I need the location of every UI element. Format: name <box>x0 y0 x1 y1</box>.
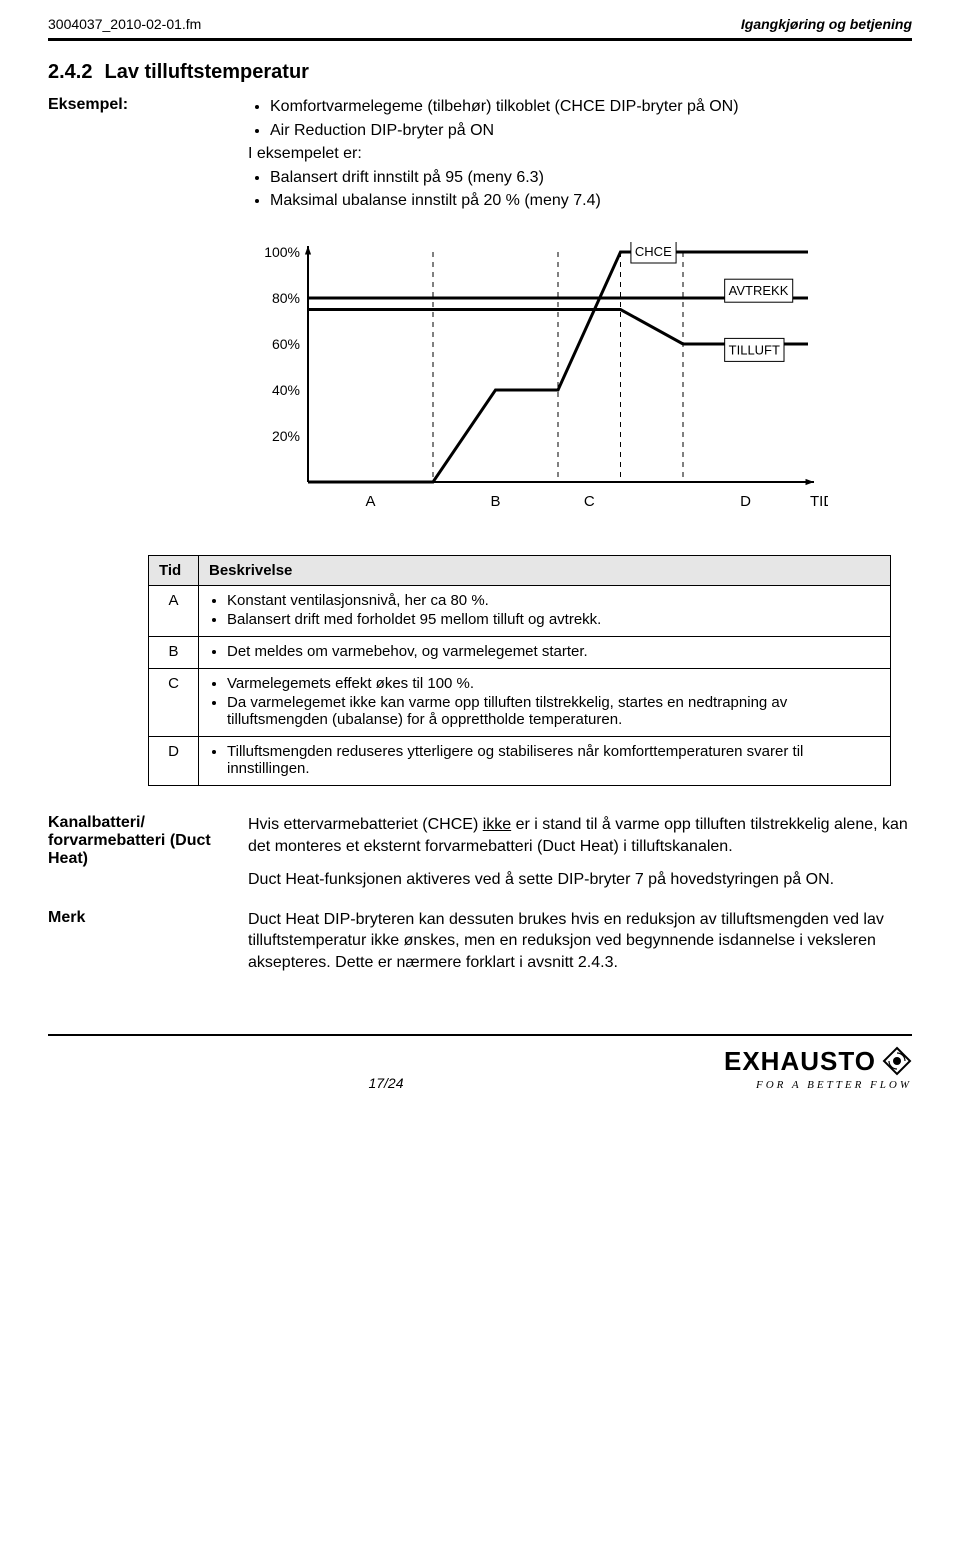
kanal-p1a: Hvis ettervarmebatteriet (CHCE) <box>248 816 483 833</box>
svg-text:C: C <box>584 493 595 510</box>
row-desc-list: Tilluftsmengden reduseres ytterligere og… <box>209 743 880 777</box>
svg-text:80%: 80% <box>272 290 300 306</box>
svg-text:TILLUFT: TILLUFT <box>729 342 780 357</box>
row-desc-item: Da varmelegemet ikke kan varme opp tillu… <box>227 694 880 728</box>
row-id-cell: C <box>149 668 199 736</box>
example-item: Maksimal ubalanse innstilt på 20 % (meny… <box>270 190 912 212</box>
chce-chart: 100% 80% 60% 40% 20% A B C D TID CHCE AVTREKK TILLUF… <box>248 242 828 522</box>
example-content: Komfortvarmelegeme (tilbehør) tilkoblet … <box>248 96 912 214</box>
brand-block: EXHAUSTO FOR A BETTER FLOW <box>724 1046 912 1091</box>
svg-text:TID: TID <box>810 493 828 510</box>
row-desc-item: Tilluftsmengden reduseres ytterligere og… <box>227 743 880 777</box>
row-desc-item: Balansert drift med forholdet 95 mellom … <box>227 611 880 628</box>
table-row: C Varmelegemets effekt økes til 100 %. Da … <box>149 668 891 736</box>
section-number: 2.4.2 <box>48 61 92 84</box>
svg-text:20%: 20% <box>272 428 300 444</box>
svg-text:100%: 100% <box>264 244 300 260</box>
row-desc-cell: Varmelegemets effekt økes til 100 %. Da v… <box>199 668 891 736</box>
row-desc-list: Det meldes om varmebehov, og varmelegeme… <box>209 643 880 660</box>
example-label: Eksempel: <box>48 96 228 214</box>
row-id-cell: D <box>149 736 199 785</box>
table-row: D Tilluftsmengden reduseres ytterligere o… <box>149 736 891 785</box>
row-desc-list: Varmelegemets effekt økes til 100 %. Da v… <box>209 675 880 728</box>
col-header-desc: Beskrivelse <box>199 555 891 585</box>
kanal-label: Kanalbatteri/ forvarmebatteri (Duct Heat… <box>48 814 228 891</box>
kanal-block: Kanalbatteri/ forvarmebatteri (Duct Heat… <box>48 814 912 891</box>
svg-text:CHCE: CHCE <box>635 244 672 259</box>
section-title: Lav tilluftstemperatur <box>104 61 308 84</box>
example-item: Air Reduction DIP-bryter på ON <box>270 120 912 142</box>
page-number: 17/24 <box>368 1075 403 1091</box>
row-desc-cell: Det meldes om varmebehov, og varmelegeme… <box>199 636 891 668</box>
example-item: Balansert drift innstilt på 95 (meny 6.3… <box>270 167 912 189</box>
example-intro: I eksempelet er: <box>248 143 912 165</box>
svg-text:D: D <box>740 493 751 510</box>
svg-text:40%: 40% <box>272 382 300 398</box>
row-desc-item: Varmelegemets effekt økes til 100 %. <box>227 675 880 692</box>
section-heading: 2.4.2 Lav tilluftstemperatur <box>48 61 912 84</box>
kanal-p1-underline: ikke <box>483 816 511 833</box>
header-row: 3004037_2010-02-01.fm Igangkjøring og be… <box>48 16 912 32</box>
svg-text:B: B <box>490 493 500 510</box>
merk-block: Merk Duct Heat DIP-bryteren kan dessuten… <box>48 909 912 974</box>
example-item: Komfortvarmelegeme (tilbehør) tilkoblet … <box>270 96 912 118</box>
table-row: A Konstant ventilasjonsnivå, her ca 80 %.… <box>149 585 891 636</box>
top-divider <box>48 38 912 41</box>
svg-text:AVTREKK: AVTREKK <box>729 283 789 298</box>
header-filename: 3004037_2010-02-01.fm <box>48 16 201 32</box>
example-bullets-1: Komfortvarmelegeme (tilbehør) tilkoblet … <box>248 96 912 141</box>
table-row: B Det meldes om varmebehov, og varmelegem… <box>149 636 891 668</box>
description-table: Tid Beskrivelse A Konstant ventilasjonsni… <box>148 555 891 786</box>
brand-name: EXHAUSTO <box>724 1046 876 1077</box>
row-desc-item: Konstant ventilasjonsnivå, her ca 80 %. <box>227 592 880 609</box>
example-block: Eksempel: Komfortvarmelegeme (tilbehør) … <box>48 96 912 214</box>
table-header-row: Tid Beskrivelse <box>149 555 891 585</box>
footer-row: 17/24 EXHAUSTO FOR A BETTER FLOW <box>48 1046 912 1091</box>
example-bullets-2: Balansert drift innstilt på 95 (meny 6.3… <box>248 167 912 212</box>
header-section: Igangkjøring og betjening <box>741 16 912 32</box>
row-desc-list: Konstant ventilasjonsnivå, her ca 80 %. B… <box>209 592 880 628</box>
row-id-cell: B <box>149 636 199 668</box>
kanal-p2: Duct Heat-funksjonen aktiveres ved å set… <box>248 869 912 891</box>
brand-row: EXHAUSTO <box>724 1046 912 1077</box>
merk-p: Duct Heat DIP-bryteren kan dessuten bruk… <box>248 909 912 974</box>
page-container: 3004037_2010-02-01.fm Igangkjøring og be… <box>0 0 960 1115</box>
kanal-content: Hvis ettervarmebatteriet (CHCE) ikke er … <box>248 814 912 891</box>
brand-logo-icon <box>882 1046 912 1076</box>
merk-label: Merk <box>48 909 228 974</box>
merk-content: Duct Heat DIP-bryteren kan dessuten bruk… <box>248 909 912 974</box>
row-desc-item: Det meldes om varmebehov, og varmelegeme… <box>227 643 880 660</box>
col-header-tid: Tid <box>149 555 199 585</box>
chart-container: 100% 80% 60% 40% 20% A B C D TID CHCE AVTREKK TILLUF… <box>248 242 828 527</box>
svg-text:60%: 60% <box>272 336 300 352</box>
kanal-p1: Hvis ettervarmebatteriet (CHCE) ikke er … <box>248 814 912 857</box>
row-desc-cell: Tilluftsmengden reduseres ytterligere og… <box>199 736 891 785</box>
svg-text:A: A <box>365 493 375 510</box>
bottom-divider <box>48 1034 912 1036</box>
row-id-cell: A <box>149 585 199 636</box>
row-desc-cell: Konstant ventilasjonsnivå, her ca 80 %. B… <box>199 585 891 636</box>
brand-tagline: FOR A BETTER FLOW <box>724 1079 912 1091</box>
